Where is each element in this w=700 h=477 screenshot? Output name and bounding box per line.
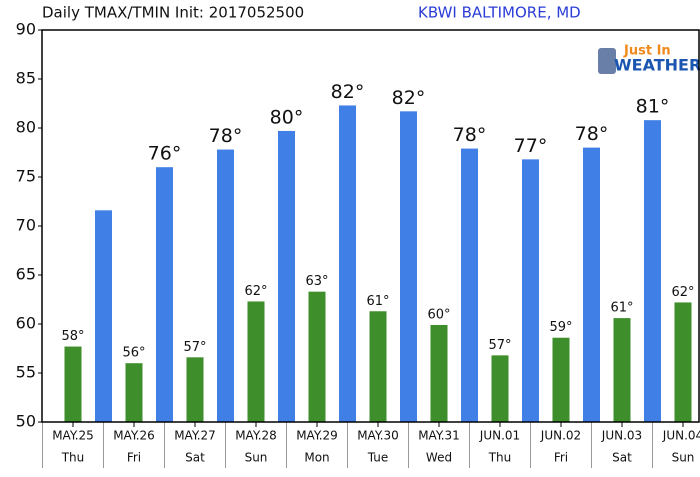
bar [674,302,692,422]
x-tick-label: MAY.26 [113,429,155,443]
bar [552,337,570,422]
x-tick-label: MAY.28 [235,429,277,443]
bar [308,291,326,422]
y-tick-label: 50 [16,412,36,431]
chart-title: Daily TMAX/TMIN Init: 2017052500 [42,4,304,22]
bar [583,147,600,422]
day-label: Fri [554,451,568,465]
day-label: Sun [245,451,268,465]
bar [644,120,661,422]
bar [613,318,631,422]
bar [430,324,448,422]
day-label: Sat [612,451,632,465]
data-label: 56° [122,346,145,361]
chart-subtitle: KBWI BALTIMORE, MD [418,4,581,22]
data-label: 63° [305,274,328,289]
bar [339,105,356,423]
data-label: 80° [270,106,304,128]
bar [369,311,387,422]
y-tick-label: 90 [16,20,36,39]
bar [400,111,417,422]
y-tick-label: 80 [16,118,36,137]
data-label: 82° [392,87,426,109]
day-label: Tue [367,451,389,465]
day-label: Thu [488,451,512,465]
y-tick-label: 55 [16,363,36,382]
plot-frame [41,29,700,423]
x-tick-label: JUN.02 [540,429,581,443]
logo-bottom: WEATHER [614,56,700,75]
day-label: Thu [61,451,85,465]
data-label: 76° [148,143,182,165]
bar [95,210,112,422]
bar [125,363,143,422]
x-tick-label: MAY.27 [174,429,216,443]
x-tick-label: JUN.03 [601,429,642,443]
x-tick-label: JUN.04 [662,429,700,443]
x-tick-label: MAY.25 [52,429,94,443]
data-label: 62° [244,284,267,299]
y-tick-label: 70 [16,216,36,235]
day-label: Sun [672,451,695,465]
y-tick-label: 65 [16,265,36,284]
bar [64,346,82,422]
logo-icon [598,48,616,74]
data-label: 58° [61,329,84,344]
bar [491,355,509,422]
bar [522,159,539,423]
logo-top: Just In [623,44,671,59]
y-tick-label: 75 [16,167,36,186]
day-label: Wed [426,451,452,465]
data-label: 60° [427,307,450,322]
bar [186,357,204,422]
data-label: 61° [366,294,389,309]
data-label: 62° [671,285,694,300]
data-label: 59° [549,320,572,335]
data-label: 57° [488,338,511,353]
data-label: 82° [331,81,365,103]
x-tick-label: MAY.31 [418,429,460,443]
day-label: Mon [304,451,329,465]
data-label: 78° [453,124,487,146]
data-label: 57° [183,340,206,355]
data-label: 81° [636,96,670,118]
data-label: 77° [514,135,548,157]
bar [156,167,173,422]
data-label: 78° [209,125,243,147]
x-tick-label: MAY.29 [296,429,338,443]
bar [461,148,478,422]
y-tick-label: 60 [16,314,36,333]
x-tick-label: JUN.01 [479,429,520,443]
bar [278,130,295,422]
day-label: Sat [185,451,205,465]
x-tick-label: MAY.30 [357,429,399,443]
data-label: 61° [610,301,633,316]
bar [217,149,234,422]
bar [247,301,265,422]
data-label: 78° [575,123,609,145]
y-tick-label: 85 [16,69,36,88]
day-label: Fri [127,451,141,465]
